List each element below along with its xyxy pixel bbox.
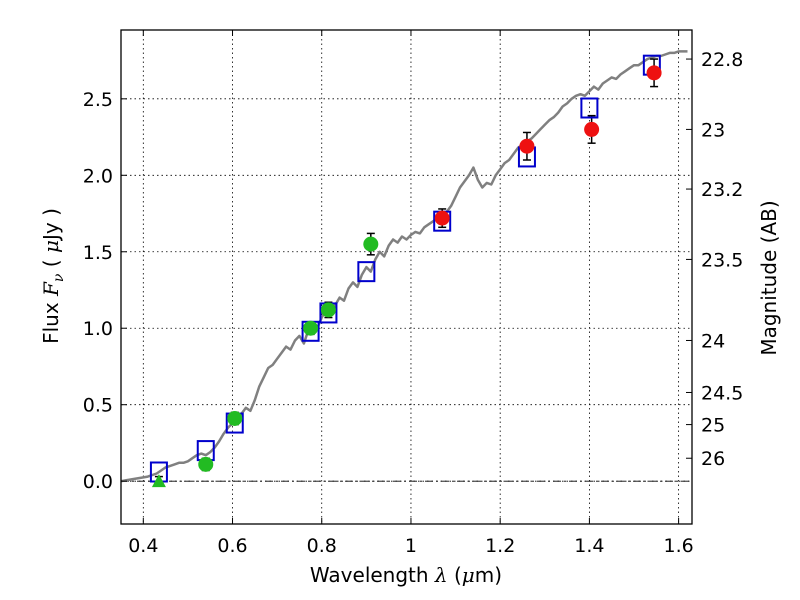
y2-axis-label: Magnitude (AB) xyxy=(757,200,781,355)
x-axis-label-symbol: λ xyxy=(434,563,448,587)
y2-tick-label: 22.8 xyxy=(701,49,743,71)
nir-photometry-point xyxy=(584,121,600,137)
model-spectrum-layer xyxy=(120,50,688,483)
nir-photometry-point xyxy=(519,138,535,154)
y-axis-label-unit: Jy ) xyxy=(39,208,63,242)
y-tick-label: 1.0 xyxy=(83,318,113,340)
y-axis-label-mu: μ xyxy=(39,240,63,253)
x-axis-label-mu: μ xyxy=(462,563,475,587)
x-axis-label-unit: m) xyxy=(475,563,502,587)
grid-layer xyxy=(121,30,692,524)
y-axis-label-symbol: F xyxy=(39,281,63,297)
y2-tick-label: 25 xyxy=(701,415,725,437)
x-tick-label: 1.2 xyxy=(485,535,515,557)
optical-photometry-point xyxy=(303,320,319,336)
y-tick-label: 1.5 xyxy=(83,242,113,264)
x-tick-label: 1.4 xyxy=(574,535,604,557)
y-axis-label-prefix: Flux xyxy=(39,296,63,344)
marker-layer xyxy=(149,54,662,488)
x-tick-label: 1.6 xyxy=(664,535,694,557)
y2-tick-label: 23.5 xyxy=(701,249,743,271)
plot-frame xyxy=(120,29,693,525)
y-tick-label: 0.5 xyxy=(83,395,113,417)
y-tick-label: 2.0 xyxy=(83,165,113,187)
y2-tick-label: 23.2 xyxy=(701,179,743,201)
x-tick-label: 0.8 xyxy=(307,535,337,557)
x-axis-label-prefix: Wavelength xyxy=(310,563,435,587)
optical-photometry-point xyxy=(363,236,379,252)
y2-tick-label: 24 xyxy=(701,330,725,352)
y2-tick-label: 24.5 xyxy=(701,382,743,404)
y-axis-label-subscript: ν xyxy=(51,273,67,282)
nir-photometry-point xyxy=(646,65,662,81)
optical-upper-limit-triangle xyxy=(151,474,166,488)
x-axis-label-mid: ( xyxy=(448,563,462,587)
optical-photometry-point xyxy=(198,456,214,472)
y-axis-label: Flux Fν ( μJy ) xyxy=(39,208,67,344)
optical-photometry-point xyxy=(320,302,336,318)
y2-tick-label: 23 xyxy=(701,119,725,141)
x-axis-label: Wavelength λ (μm) xyxy=(310,563,502,587)
model-photometry-square xyxy=(580,97,599,119)
x-tick-label: 0.6 xyxy=(217,535,247,557)
y-axis-label-mid: ( xyxy=(39,253,63,274)
optical-photometry-point xyxy=(227,410,243,426)
tick-layer: 0.4 0.6 0.8 1 1.2 1.4 1.6 0.0 0.5 1.0 1.5 2.0 2.5 22.… xyxy=(83,30,743,557)
x-tick-label: 0.4 xyxy=(128,535,158,557)
model-spectrum-line xyxy=(120,50,688,483)
nir-photometry-point xyxy=(434,210,450,226)
y2-tick-label: 26 xyxy=(701,448,725,470)
model-photometry-square xyxy=(357,261,376,283)
y-tick-label: 0.0 xyxy=(83,471,113,493)
y-tick-label: 2.5 xyxy=(83,89,113,111)
x-tick-label: 1 xyxy=(405,535,417,557)
